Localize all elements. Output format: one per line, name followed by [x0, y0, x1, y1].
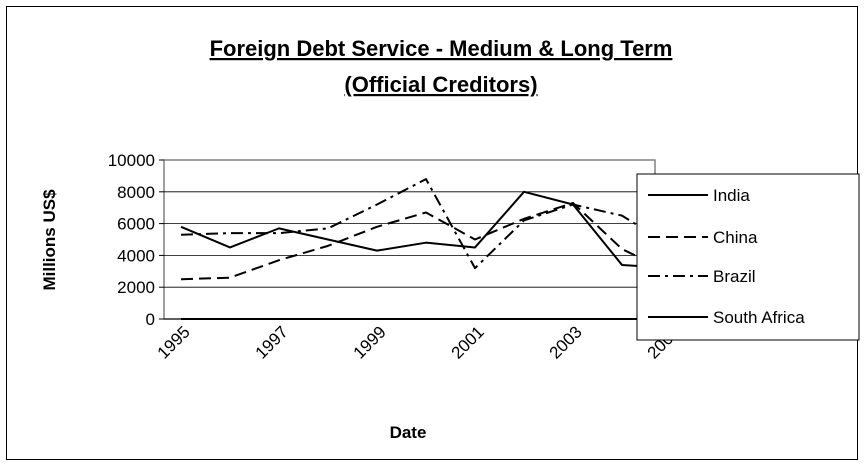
x-tick-label: 2003 — [546, 322, 586, 362]
x-axis-ticks: 1995 1997 1999 2001 2003 2005 — [154, 322, 684, 362]
plot-area — [163, 159, 721, 320]
y-tick-label: 10000 — [108, 151, 155, 170]
legend-label: China — [713, 228, 758, 247]
legend-box — [636, 173, 860, 341]
series-line-china — [180, 201, 721, 281]
y-tick-label: 4000 — [117, 246, 155, 265]
x-tick-label: 1999 — [350, 322, 390, 362]
chart-subtitle: (Official Creditors) — [344, 72, 537, 97]
gridlines — [164, 191, 655, 288]
y-tick-label: 0 — [146, 310, 155, 329]
x-tick-label: 1995 — [154, 322, 194, 362]
legend-label: South Africa — [713, 308, 805, 327]
x-tick-label: 2001 — [448, 322, 488, 362]
x-axis-title: Date — [390, 423, 427, 442]
legend-label: India — [713, 186, 750, 205]
y-tick-label: 8000 — [117, 183, 155, 202]
legend-label: Brazil — [713, 267, 756, 286]
y-axis-ticks: 0 2000 4000 6000 8000 10000 — [108, 151, 164, 329]
x-tick-label: 1997 — [252, 322, 292, 362]
series-line-india — [180, 190, 721, 270]
chart-title: Foreign Debt Service - Medium & Long Ter… — [210, 36, 673, 61]
legend: India China Brazil South Africa — [636, 173, 860, 341]
series-line-brazil — [180, 178, 721, 270]
y-tick-label: 6000 — [117, 215, 155, 234]
y-tick-label: 2000 — [117, 278, 155, 297]
y-axis-title: Millions US$ — [40, 189, 59, 291]
plot-background — [163, 159, 656, 320]
